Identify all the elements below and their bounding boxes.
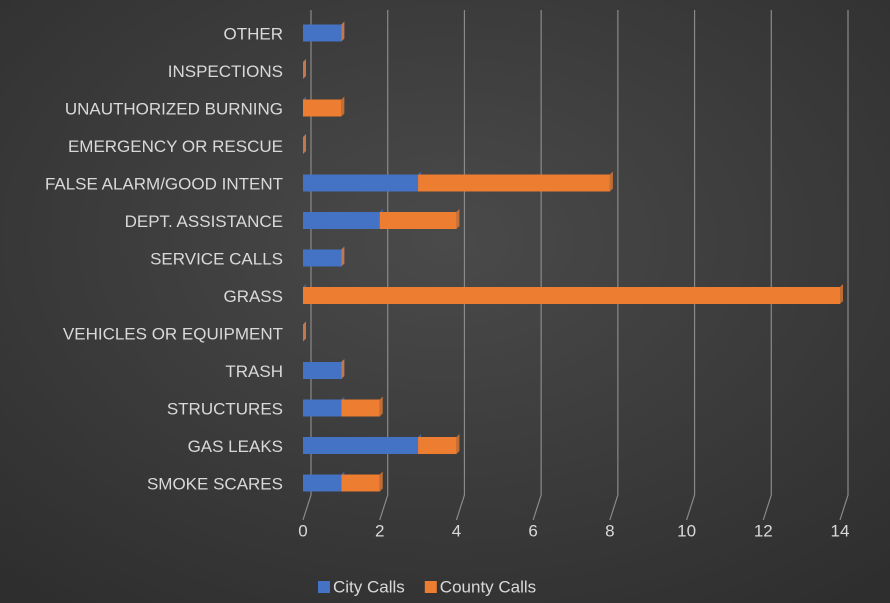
x-tick-label: 0: [298, 521, 307, 540]
legend-label: City Calls: [333, 577, 405, 596]
bar-side: [341, 21, 345, 42]
x-tick-label: 6: [528, 521, 537, 540]
bar-side: [379, 471, 383, 492]
bar-segment: [303, 249, 342, 267]
grid-line: [532, 10, 542, 521]
bar-side: [609, 171, 613, 192]
bar-segment: [303, 174, 419, 192]
grid-line: [685, 10, 696, 521]
category-label: FALSE ALARM/GOOD INTENT: [45, 174, 283, 193]
category-label: SERVICE CALLS: [150, 249, 283, 268]
bar-segment: [418, 437, 457, 454]
category-label: EMERGENCY OR RESCUE: [68, 137, 283, 156]
legend-swatch: [318, 581, 330, 593]
x-tick-label: 14: [831, 521, 850, 540]
grid-line: [302, 10, 312, 521]
grid-line: [379, 10, 389, 521]
category-label: GRASS: [223, 287, 283, 306]
bar-segment: [303, 474, 342, 492]
bar-segment: [341, 399, 380, 417]
bar-segment: [303, 399, 342, 417]
bar-segment: [303, 362, 342, 379]
grid-line: [839, 10, 849, 521]
bar-segment: [418, 174, 610, 192]
bar-side: [341, 96, 345, 117]
category-label: TRASH: [225, 362, 283, 381]
bar-segment: [303, 99, 342, 117]
category-label: OTHER: [224, 24, 284, 43]
bar-side: [303, 59, 306, 79]
bar-side: [341, 246, 345, 267]
x-tick-label: 2: [375, 521, 384, 540]
x-tick-label: 12: [754, 521, 773, 540]
bar-segment: [303, 24, 342, 42]
category-label: SMOKE SCARES: [147, 474, 283, 493]
bar-segment: [303, 287, 840, 304]
x-tick-label: 4: [452, 521, 461, 540]
bar-side: [840, 284, 843, 304]
bar-side: [341, 359, 345, 379]
category-label: INSPECTIONS: [168, 62, 283, 81]
bar-side: [456, 434, 460, 454]
bar-segment: [379, 212, 457, 229]
legend-label: County Calls: [440, 577, 536, 596]
x-tick-label: 10: [677, 521, 696, 540]
grid-line: [455, 10, 466, 521]
grid-line: [762, 10, 772, 521]
bar-segment: [303, 437, 419, 454]
bar-side: [456, 209, 460, 229]
grid-line: [609, 10, 619, 521]
bar-side: [303, 134, 306, 154]
bar-side: [379, 396, 383, 417]
x-tick-label: 8: [605, 521, 614, 540]
legend-swatch: [424, 581, 437, 593]
category-label: UNAUTHORIZED BURNING: [65, 99, 283, 118]
bar-segment: [341, 474, 380, 492]
bar-side: [303, 321, 306, 342]
category-label: DEPT. ASSISTANCE: [125, 212, 283, 231]
category-label: GAS LEAKS: [188, 437, 283, 456]
bar-segment: [303, 212, 380, 229]
category-label: STRUCTURES: [167, 399, 283, 418]
category-label: VEHICLES OR EQUIPMENT: [63, 324, 283, 343]
